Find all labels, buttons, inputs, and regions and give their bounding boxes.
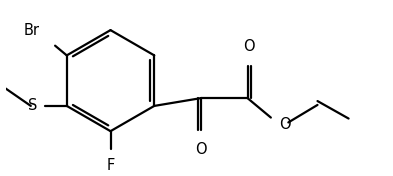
Text: F: F (107, 158, 115, 173)
Text: S: S (28, 98, 38, 113)
Text: O: O (243, 39, 254, 54)
Text: Br: Br (24, 23, 40, 38)
Text: O: O (195, 142, 207, 157)
Text: O: O (279, 117, 290, 132)
